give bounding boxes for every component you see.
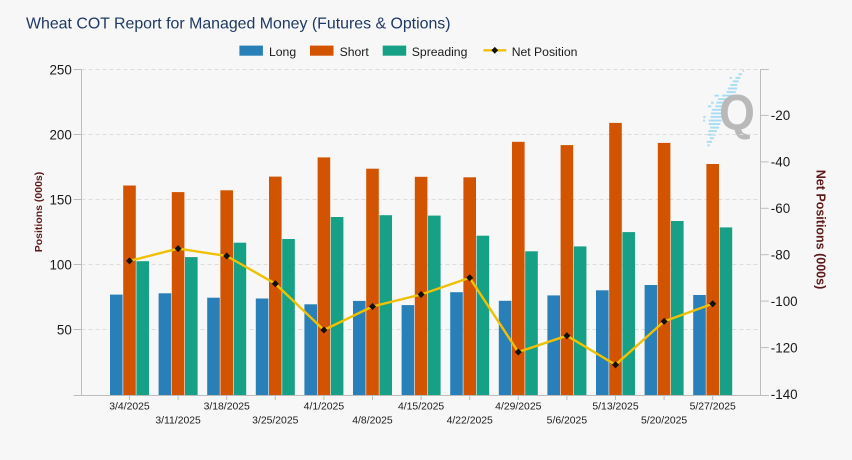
svg-text:100: 100: [49, 257, 71, 272]
svg-text:-140: -140: [771, 387, 798, 402]
svg-text:4/22/2025: 4/22/2025: [447, 416, 493, 427]
svg-text:Long: Long: [269, 45, 296, 59]
svg-text:3/25/2025: 3/25/2025: [252, 416, 298, 427]
svg-text:-120: -120: [771, 340, 798, 355]
svg-text:4/29/2025: 4/29/2025: [495, 401, 541, 412]
svg-text:Net Position: Net Position: [512, 45, 578, 59]
svg-text:Wheat COT Report for Managed M: Wheat COT Report for Managed Money (Futu…: [26, 16, 451, 33]
svg-text:Net Positions (000s): Net Positions (000s): [814, 170, 828, 289]
svg-text:-40: -40: [771, 155, 790, 170]
svg-text:-60: -60: [771, 201, 790, 216]
svg-text:-100: -100: [771, 294, 798, 309]
svg-text:4/1/2025: 4/1/2025: [304, 401, 345, 412]
svg-text:4/15/2025: 4/15/2025: [398, 401, 444, 412]
svg-text:Short: Short: [340, 45, 370, 59]
svg-text:3/4/2025: 3/4/2025: [109, 401, 150, 412]
svg-text:50: 50: [57, 322, 72, 337]
svg-text:-80: -80: [771, 248, 790, 263]
svg-text:200: 200: [49, 127, 71, 142]
svg-text:5/6/2025: 5/6/2025: [547, 416, 588, 427]
svg-text:250: 250: [49, 62, 71, 77]
svg-text:5/27/2025: 5/27/2025: [690, 401, 736, 412]
svg-text:5/20/2025: 5/20/2025: [641, 416, 687, 427]
svg-text:4/8/2025: 4/8/2025: [352, 416, 393, 427]
svg-text:Q: Q: [719, 86, 755, 141]
svg-text:150: 150: [49, 192, 71, 207]
svg-text:5/13/2025: 5/13/2025: [592, 401, 638, 412]
svg-text:-20: -20: [771, 108, 790, 123]
svg-text:Positions (000s): Positions (000s): [33, 172, 45, 253]
svg-text:3/18/2025: 3/18/2025: [204, 401, 250, 412]
svg-text:Spreading: Spreading: [412, 45, 468, 59]
svg-text:3/11/2025: 3/11/2025: [155, 416, 201, 427]
